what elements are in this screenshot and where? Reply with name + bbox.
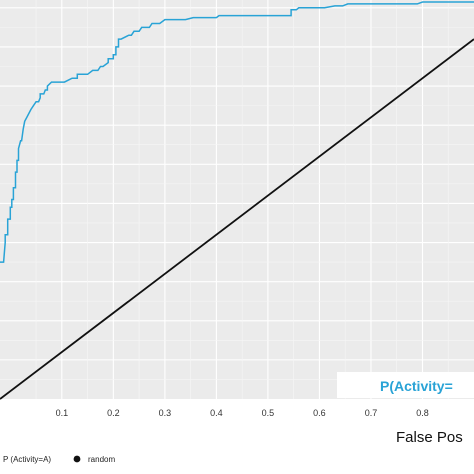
x-tick-label-0: 0.1 xyxy=(56,408,69,418)
series-lines xyxy=(0,1,474,400)
x-tick-label-6: 0.7 xyxy=(365,408,378,418)
annotation-background xyxy=(337,372,474,398)
x-tick-label-5: 0.6 xyxy=(313,408,326,418)
legend-marker-random xyxy=(73,455,81,463)
annotation-text: P(Activity= xyxy=(380,378,453,394)
plot-background xyxy=(0,0,474,399)
legend: P (Activity=A) random xyxy=(3,455,115,464)
grid-minor-lines xyxy=(0,0,474,399)
x-axis-label: False Pos xyxy=(396,429,463,446)
x-tick-label-1: 0.2 xyxy=(107,408,120,418)
series-line-1 xyxy=(0,1,474,263)
x-tick-labels: 0.1 0.2 0.3 0.4 0.5 0.6 0.7 0.8 xyxy=(56,408,429,418)
x-tick-label-2: 0.3 xyxy=(159,408,172,418)
x-tick-label-4: 0.5 xyxy=(262,408,275,418)
x-tick-label-3: 0.4 xyxy=(210,408,223,418)
x-tick-label-7: 0.8 xyxy=(416,408,429,418)
annotation-box: P(Activity= xyxy=(337,372,474,398)
legend-label-series-2: random xyxy=(88,455,115,464)
legend-label-series-1: P (Activity=A) xyxy=(3,455,51,464)
series-line-2 xyxy=(0,38,474,400)
